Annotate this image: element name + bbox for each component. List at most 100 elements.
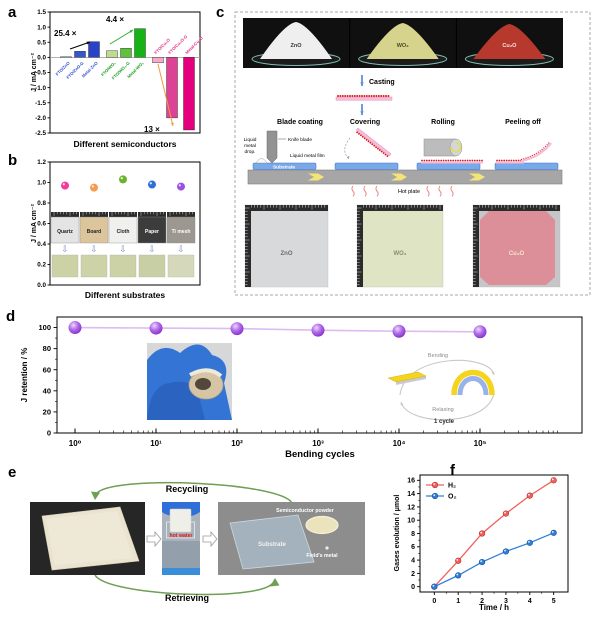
- legend-marker: [431, 492, 439, 500]
- substrate-bar: [416, 162, 481, 170]
- step-label: Blade coating: [277, 119, 323, 126]
- heat-wave: [363, 185, 367, 197]
- legend-label: O₂: [448, 494, 457, 501]
- peeling-strip: [520, 142, 552, 163]
- x-tick: 3: [504, 598, 508, 605]
- ruler-strip: [357, 205, 443, 211]
- y-axis-label: J / mA cm⁻²: [31, 52, 38, 92]
- recycling-label: Recycling: [166, 484, 209, 494]
- annotation-multiplier: 4.4 ×: [106, 15, 124, 24]
- x-tick: 10¹: [150, 439, 162, 448]
- substrate-label: Cloth: [117, 229, 130, 235]
- film-photo: [356, 204, 444, 288]
- substrate-photo: [108, 216, 138, 244]
- y-tick: 0.6: [37, 221, 46, 228]
- data-point: [502, 510, 510, 517]
- bent-arch-outer: [451, 369, 495, 396]
- powder-pile: [366, 23, 439, 59]
- retention-point: [311, 323, 325, 337]
- film-photo: [244, 204, 329, 288]
- substrate-photo: [166, 216, 196, 244]
- x-tick: 10³: [312, 439, 324, 448]
- data-point: [502, 548, 510, 555]
- relaxing-arc: [400, 392, 495, 421]
- hot-plate-label: Hot plate: [398, 189, 420, 195]
- y-tick: -1.5: [35, 100, 46, 107]
- y-tick: 8: [411, 531, 415, 538]
- y-tick: 0.5: [37, 39, 46, 46]
- data-point: [526, 492, 533, 499]
- data-point: [478, 558, 486, 566]
- substrate-photo: [79, 216, 109, 244]
- down-arrow-icon: ⇩: [61, 244, 69, 254]
- y-tick: -0.5: [35, 70, 46, 77]
- bar: [74, 51, 86, 58]
- legend-label: H₂: [448, 483, 456, 490]
- series-line: [434, 532, 554, 588]
- powder-label: Cu₂O: [502, 43, 517, 49]
- data-point: [119, 175, 127, 184]
- substrate-bar: [334, 162, 399, 170]
- x-tick: 10⁴: [393, 439, 406, 448]
- film-photo: [138, 254, 166, 278]
- y-tick: 1.0: [37, 180, 46, 187]
- data-point: [455, 557, 462, 564]
- legend-marker: [431, 481, 439, 489]
- retention-line: [74, 326, 481, 333]
- x-tick: 10⁵: [474, 439, 487, 448]
- film-photo: [80, 254, 108, 278]
- ruler-strip: [109, 212, 137, 217]
- y-tick: 0: [411, 584, 415, 591]
- down-arrow-icon: ⇩: [148, 244, 156, 254]
- retention-point: [149, 321, 163, 335]
- down-arrow-icon: ⇩: [119, 244, 127, 254]
- data-point: [90, 183, 98, 192]
- recycling-arrow: [96, 481, 293, 504]
- film-photo: [51, 254, 79, 278]
- liquid-metal-drop-label: Liquid: [244, 137, 257, 143]
- substrate-label: Ti mesh: [172, 229, 191, 235]
- x-tick: 10⁰: [69, 439, 82, 448]
- heat-wave: [351, 185, 355, 197]
- substrate-label: Substrate: [258, 542, 286, 548]
- annotation-multiplier: 25.4 ×: [54, 29, 77, 38]
- liquid-metal-film-label: Liquid metal film: [290, 153, 325, 159]
- ruler-strip: [138, 212, 166, 217]
- heat-wave: [375, 185, 379, 197]
- bar: [134, 28, 146, 58]
- retention-point: [68, 321, 82, 335]
- knife-blade-label: Knife blade: [288, 137, 312, 143]
- data-point: [148, 180, 156, 189]
- y-tick: 0.2: [37, 262, 46, 269]
- substrate-bar: [252, 162, 317, 170]
- fields-metal-dot: [325, 546, 329, 550]
- relaxing-label: Relaxing: [432, 407, 453, 413]
- retention-point: [392, 324, 406, 338]
- substrate-label: Paper: [145, 229, 159, 235]
- bar: [183, 57, 195, 131]
- bar: [60, 56, 72, 58]
- recycling-flow: Recycling Retrieving hot water Substrate Sem…: [30, 481, 365, 603]
- bent-arch-inner: [457, 376, 489, 396]
- annotation-multiplier: 13 ×: [144, 125, 160, 134]
- data-point: [478, 530, 486, 537]
- series-line: [433, 479, 555, 588]
- process-arrow-icon: [146, 530, 162, 548]
- y-axis-label: J retention / %: [20, 348, 29, 403]
- y-tick: 4: [411, 557, 415, 564]
- powder-blob: [305, 515, 339, 535]
- substrate-label: Quartz: [57, 229, 73, 235]
- ruler-strip: [245, 205, 328, 211]
- panel-border: [234, 11, 591, 296]
- data-point: [431, 583, 438, 590]
- rotation-arrow-icon: [450, 142, 462, 153]
- y-tick: 1.2: [37, 159, 46, 166]
- retention-point: [473, 325, 487, 339]
- panel-f-label: f: [450, 462, 455, 479]
- x-tick: 0: [432, 598, 436, 605]
- film-photo: [167, 254, 195, 278]
- step-label: Rolling: [431, 119, 455, 126]
- x-axis-label: Different substrates: [85, 290, 166, 300]
- panel-c-label: c: [216, 4, 225, 21]
